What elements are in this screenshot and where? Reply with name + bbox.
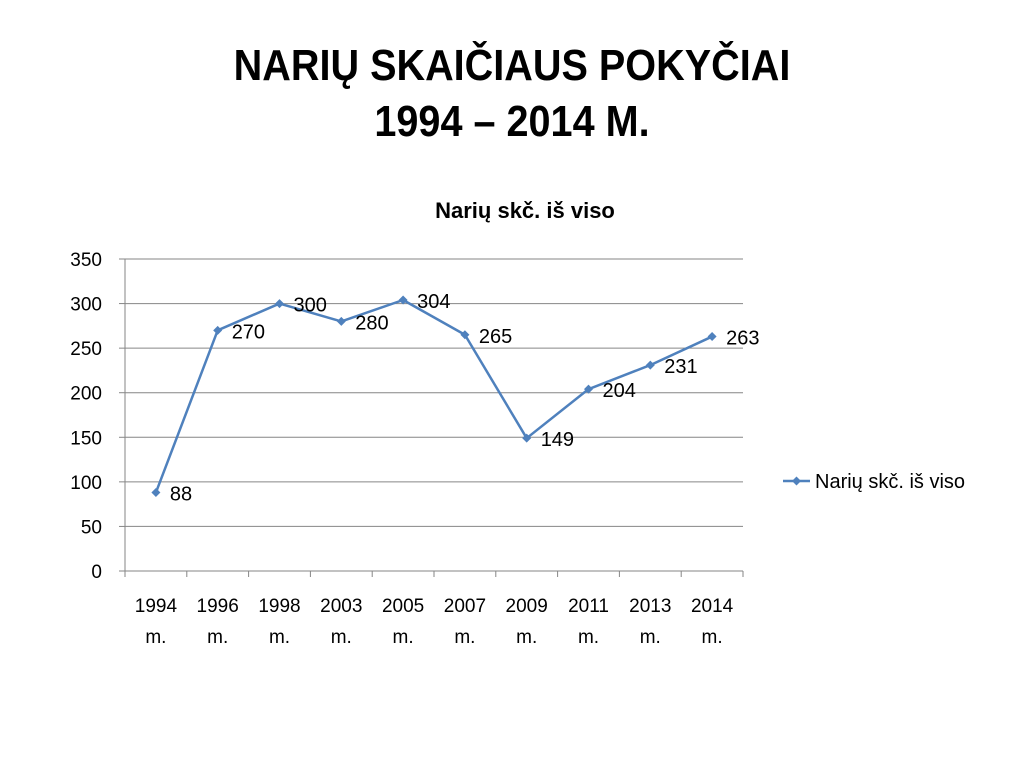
x-tick-label: 2014 bbox=[691, 596, 734, 617]
data-point-marker bbox=[336, 316, 346, 326]
data-label: 204 bbox=[603, 380, 636, 402]
y-tick-label: 250 bbox=[70, 339, 102, 360]
y-tick-label: 300 bbox=[70, 295, 102, 316]
y-axis-tick-labels: 0 50 100 150 200 250 300 350 bbox=[70, 250, 102, 583]
data-label: 263 bbox=[726, 328, 759, 350]
y-tick-label: 150 bbox=[70, 428, 102, 449]
data-point-marker bbox=[398, 295, 408, 305]
y-tick-label: 0 bbox=[91, 562, 102, 583]
data-label: 304 bbox=[417, 291, 450, 313]
x-tick-label: 2009 bbox=[506, 596, 548, 617]
x-tick-label: 2011 bbox=[568, 596, 609, 617]
data-labels: 88 270 300 280 304 265 149 204 231 263 bbox=[170, 291, 760, 506]
legend: Narių skč. iš viso bbox=[783, 471, 965, 493]
x-tick-label: m. bbox=[145, 627, 166, 648]
data-label: 149 bbox=[541, 429, 574, 451]
x-tick-label: m. bbox=[207, 627, 228, 648]
legend-label: Narių skč. iš viso bbox=[815, 471, 965, 493]
legend-marker bbox=[792, 476, 801, 486]
x-axis-tick-labels: 1994 m. 1996 m. 1998 m. 2003 m. 2005 m. 2007 m. 2009… bbox=[135, 596, 734, 648]
x-tick-label: 1998 bbox=[258, 596, 300, 617]
x-tick-label: m. bbox=[331, 627, 352, 648]
x-tick-label: m. bbox=[393, 627, 414, 648]
x-tick-label: 1996 bbox=[197, 596, 239, 617]
data-point-marker bbox=[645, 360, 655, 370]
slide-title-line-2: 1994 – 2014 M. bbox=[374, 97, 650, 146]
data-point-marker bbox=[707, 332, 717, 342]
data-label: 231 bbox=[664, 356, 697, 378]
x-tick-label: m. bbox=[516, 627, 537, 648]
data-point-marker bbox=[275, 299, 284, 309]
data-label: 265 bbox=[479, 326, 512, 348]
x-tick-label: m. bbox=[640, 627, 661, 648]
x-tick-label: 2003 bbox=[320, 596, 362, 617]
x-tick-label: m. bbox=[702, 627, 723, 648]
x-tick-label: m. bbox=[454, 627, 475, 648]
x-tick-label: 2007 bbox=[444, 596, 486, 617]
x-tick-label: 2013 bbox=[629, 596, 671, 617]
gridlines bbox=[125, 258, 743, 527]
y-tick-label: 350 bbox=[70, 250, 102, 271]
x-tick-label: m. bbox=[269, 627, 290, 648]
data-point-marker bbox=[522, 433, 532, 443]
data-point-marker bbox=[584, 384, 593, 394]
y-tick-label: 200 bbox=[70, 384, 102, 405]
data-label: 270 bbox=[232, 321, 265, 343]
data-point-marker bbox=[213, 325, 223, 335]
series-line bbox=[154, 298, 713, 493]
y-tick-label: 100 bbox=[70, 473, 102, 494]
data-label: 280 bbox=[355, 312, 388, 334]
slide-title: NARIŲ SKAIČIAUS POKYČIAI 1994 – 2014 M. bbox=[51, 38, 973, 150]
series-narių-skč bbox=[151, 295, 717, 498]
x-tick-label: m. bbox=[578, 627, 599, 648]
data-label: 88 bbox=[170, 484, 192, 506]
slide-title-line-1: NARIŲ SKAIČIAUS POKYČIAI bbox=[233, 41, 791, 90]
data-point-marker bbox=[151, 488, 161, 498]
axes bbox=[119, 258, 744, 577]
y-tick-label: 50 bbox=[81, 517, 102, 538]
x-tick-label: 1994 bbox=[135, 596, 178, 617]
chart-title: Narių skč. iš viso bbox=[435, 198, 615, 223]
data-point-marker bbox=[460, 330, 470, 340]
x-tick-label: 2005 bbox=[382, 596, 424, 617]
data-label: 300 bbox=[294, 295, 327, 317]
